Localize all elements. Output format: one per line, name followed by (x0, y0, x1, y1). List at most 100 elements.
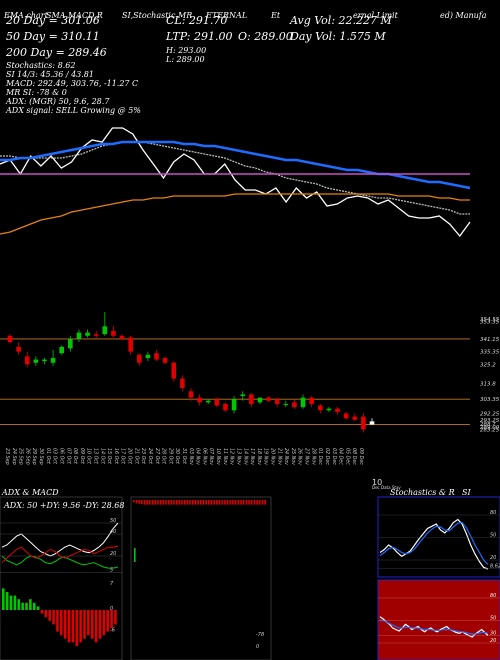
candle-body-16 (145, 354, 151, 358)
candle-body-10 (93, 334, 99, 336)
mri-bar-37 (232, 500, 234, 505)
candle-body-39 (343, 413, 349, 419)
date-label-28: 04 Nov (195, 448, 201, 465)
stochastics-text: Stochastics: 8.62 (6, 61, 76, 70)
macd-tick-0: 7 (110, 581, 114, 587)
mri-bar-0 (133, 500, 135, 503)
mri-bar-30 (213, 500, 215, 505)
candle-body-18 (162, 357, 168, 363)
stoch-panel-title: Stochastics & R (390, 488, 455, 497)
adx-text: ADX: (MGR) 50, 9.6, 28.7 (6, 97, 110, 106)
date-label-16: 16 Oct (113, 448, 119, 465)
header-stochastic: SI,Stochastic,MR (122, 11, 193, 20)
date-label-21: 24 Oct (147, 448, 153, 465)
mri-bar-40 (240, 500, 242, 505)
candle-body-25 (223, 403, 228, 411)
candle-body-35 (309, 397, 314, 404)
stoch-tick-2: 20 (490, 555, 496, 561)
candle-body-9 (85, 332, 90, 336)
candle-body-24 (214, 399, 220, 406)
candle-body-13 (119, 335, 125, 339)
candle-body-12 (111, 331, 116, 336)
macd-bar-25 (98, 610, 102, 639)
mri-bar-18 (181, 500, 183, 505)
date-label-35: 14 Nov (242, 448, 248, 465)
macd-bar-21 (83, 610, 86, 639)
date-label-47: 02 Dec (324, 448, 330, 465)
candle-body-20 (180, 378, 185, 389)
mri-bar-14 (170, 500, 173, 505)
mr-text: MR SI: -78 & 0 (6, 88, 67, 97)
mri-bar-34 (224, 500, 226, 505)
date-label-12: 10 Oct (86, 448, 92, 465)
mri-bar-6 (149, 500, 151, 505)
ema-plot (0, 127, 471, 238)
macd-bar-6 (25, 602, 28, 610)
candle-body-30 (266, 397, 271, 401)
candle-body-26 (231, 399, 237, 411)
stoch-tick-3: 8.62 (490, 564, 500, 570)
mri-bar-46 (256, 500, 258, 505)
candle-body-8 (76, 332, 82, 339)
mri-frame (130, 496, 272, 660)
date-label-24: 29 Oct (167, 448, 173, 465)
macd-text: MACD: 292.49, 303.76, -11.27 C (6, 79, 139, 88)
mri-bar-11 (162, 500, 165, 505)
candle-body-19 (171, 362, 177, 379)
date-label-7: 03 Oct (52, 448, 58, 465)
date-label-49: 04 Dec (338, 448, 344, 465)
macd-bar-17 (67, 610, 71, 643)
mri-bar-26 (202, 500, 205, 505)
ema200-text: 200 Day = 289.46 (6, 46, 107, 59)
macd-bar-9 (36, 606, 40, 610)
date-label-10: 08 Oct (72, 448, 78, 465)
mri-bar-31 (216, 500, 218, 505)
price-label-1: 353.35 (480, 320, 500, 326)
date-label-40: 21 Nov (276, 448, 282, 465)
date-axis: 23 Sep 24 Sep 25 Sep 26 Sep 29 Sep 30 Sep 01 O… (4, 448, 364, 465)
mri-bar-5 (146, 500, 148, 505)
mri-tick-0: -78 (256, 632, 264, 638)
candle-body-21 (188, 391, 194, 398)
date-label-50: 05 Dec (344, 448, 350, 465)
date-label-27: 03 Nov (188, 448, 194, 465)
date-label-1: 24 Sep (11, 448, 17, 465)
mri-bar-28 (208, 500, 210, 505)
macd-bar-12 (48, 610, 51, 621)
date-label-29: 06 Nov (201, 448, 207, 465)
rsi-tick-3: 20 (490, 638, 496, 644)
mri-bar-29 (210, 500, 213, 505)
mri-bar-20 (186, 500, 189, 505)
mri-bar-4 (143, 500, 146, 505)
macd-tick-1: 0 (110, 606, 113, 612)
macd-plot: 7 0 -6 (2, 581, 117, 646)
stoch-panel-series-%k (379, 518, 489, 570)
date-label-22: 27 Oct (154, 448, 160, 465)
macd-bar-22 (87, 610, 90, 636)
header-symbol: ETERNAL (206, 11, 248, 20)
date-label-26: 31 Oct (181, 448, 187, 465)
price-label-9: 288.7 (480, 422, 496, 428)
macd-bar-4 (17, 599, 21, 610)
price-label-0: 354.55 (480, 317, 500, 323)
mri-bar-27 (205, 500, 207, 505)
mri-bar-35 (226, 500, 229, 505)
candle-body-28 (249, 394, 254, 404)
price-label-2: 341.15 (480, 337, 500, 343)
mri-bar-39 (237, 500, 240, 505)
date-label-4: 29 Sep (31, 448, 37, 465)
mri-tick-1: 0 (256, 644, 259, 650)
macd-bar-8 (32, 602, 36, 610)
candle-body-7 (68, 338, 73, 349)
date-label-2: 25 Sep (18, 448, 24, 465)
date-label-19: 21 Oct (133, 448, 139, 465)
mri-bar-23 (194, 500, 197, 505)
mri-bar-32 (218, 500, 221, 505)
date-label-48: 03 Dec (331, 448, 337, 465)
candle-body-6 (59, 346, 65, 354)
rsi-frame (377, 579, 500, 660)
adx-macd-frame (0, 496, 123, 660)
rsi-tick-0: 80 (490, 593, 496, 599)
